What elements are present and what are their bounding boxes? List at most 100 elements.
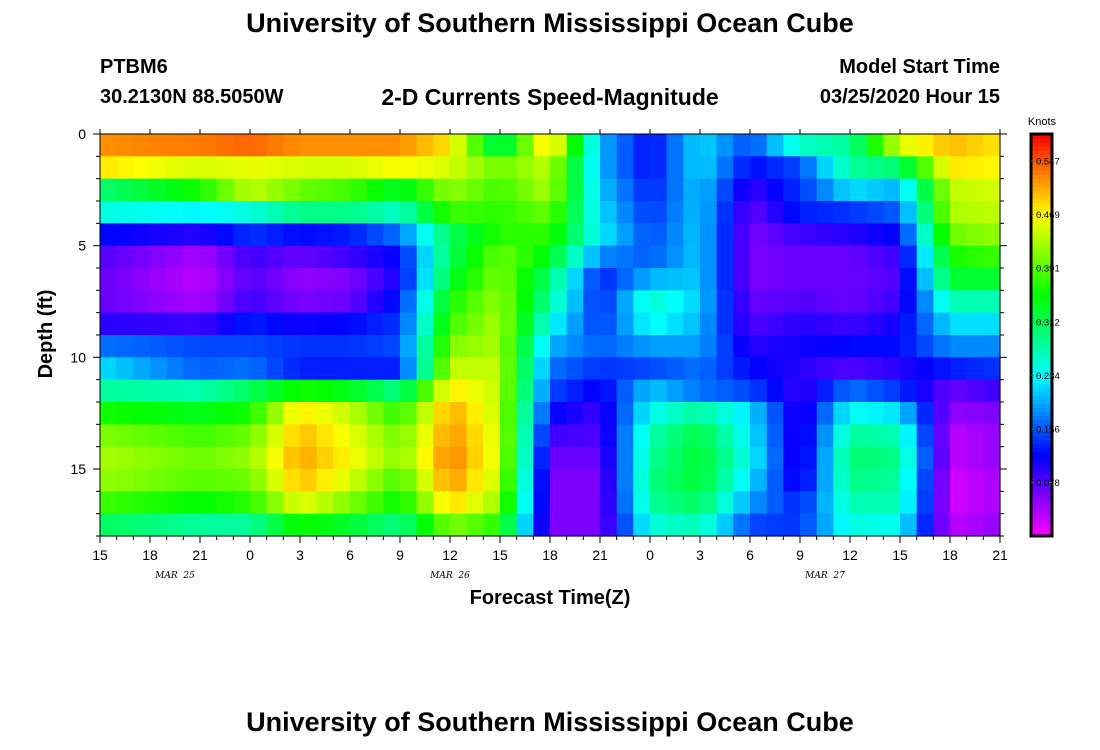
heatmap-cell	[600, 335, 618, 358]
heatmap-cell	[983, 424, 1001, 448]
heatmap-cell	[950, 357, 968, 381]
heatmap-cell	[166, 446, 184, 470]
heatmap-cell	[316, 335, 334, 358]
heatmap-cell	[333, 156, 351, 180]
heatmap-cell	[666, 469, 684, 492]
heatmap-cell	[383, 156, 401, 180]
heatmap-cell	[866, 178, 884, 202]
heatmap-cell	[850, 290, 868, 314]
heatmap-cell	[650, 201, 668, 224]
colorbar-segment	[1031, 234, 1052, 240]
heatmap-cell	[733, 513, 751, 537]
heatmap-cell	[833, 469, 851, 492]
colorbar-tick-label: 0.156	[1036, 424, 1060, 435]
heatmap-cell	[866, 357, 884, 381]
heatmap-cell	[250, 245, 268, 269]
heatmap-cell	[766, 156, 784, 180]
heatmap-cell	[933, 245, 951, 269]
heatmap-cell	[483, 223, 501, 247]
colorbar-segment	[1031, 182, 1052, 187]
heatmap-cell	[683, 335, 701, 358]
heatmap-cell	[950, 513, 968, 537]
heatmap-cell	[166, 379, 184, 403]
heatmap-cell	[416, 469, 434, 492]
heatmap-cell	[166, 201, 184, 224]
heatmap-cell	[733, 379, 751, 403]
heatmap-cell	[100, 268, 118, 291]
heatmap-cell	[466, 379, 484, 403]
heatmap-cell	[700, 402, 718, 425]
heatmap-cell	[650, 156, 668, 180]
heatmap-cell	[833, 379, 851, 403]
heatmap-cell	[750, 513, 768, 537]
heatmap-cell	[516, 290, 534, 314]
heatmap-cell	[966, 513, 984, 537]
heatmap-cell	[233, 245, 251, 269]
heatmap-cell	[566, 513, 584, 537]
heatmap-cell	[266, 290, 284, 314]
heatmap-cell	[833, 290, 851, 314]
heatmap-cell	[616, 156, 634, 180]
heatmap-cell	[433, 379, 451, 403]
heatmap-cell	[166, 134, 184, 157]
heatmap-cell	[850, 491, 868, 515]
colorbar-segment	[1031, 403, 1052, 408]
colorbar-segment	[1031, 363, 1052, 368]
heatmap-cell	[833, 335, 851, 358]
heatmap-cell	[433, 245, 451, 269]
heatmap-cell	[583, 402, 601, 425]
heatmap-cell	[283, 379, 301, 403]
heatmap-cell	[450, 491, 468, 515]
heatmap-cell	[683, 134, 701, 157]
heatmap-cell	[200, 178, 218, 202]
heatmap-cell	[216, 379, 234, 403]
heatmap-cell	[116, 201, 134, 224]
heatmap-cell	[916, 446, 934, 470]
heatmap-cell	[550, 357, 568, 381]
heatmap-cell	[183, 268, 201, 291]
heatmap-cell	[900, 469, 918, 492]
heatmap-cell	[900, 312, 918, 336]
heatmap-cell	[716, 513, 734, 537]
heatmap-cell	[816, 178, 834, 202]
heatmap-cell	[600, 446, 618, 470]
colorbar-segment	[1031, 491, 1052, 497]
heatmap-cell	[616, 134, 634, 157]
heatmap-cell	[916, 513, 934, 537]
heatmap-cell	[316, 156, 334, 180]
heatmap-cell	[983, 379, 1001, 403]
heatmap-cell	[516, 134, 534, 157]
colorbar-segment	[1031, 435, 1052, 441]
heatmap-cell	[366, 178, 384, 202]
heatmap-cell	[983, 357, 1001, 381]
heatmap-cell	[600, 178, 618, 202]
x-tick-label: 3	[696, 547, 704, 563]
footer-title: University of Southern Mississippi Ocean…	[246, 707, 854, 737]
heatmap-cell	[216, 335, 234, 358]
heatmap-cell	[133, 268, 151, 291]
heatmap-cell	[250, 134, 268, 157]
heatmap-cell	[533, 335, 551, 358]
heatmap-cell	[383, 223, 401, 247]
heatmap-cell	[266, 491, 284, 515]
heatmap-cell	[483, 268, 501, 291]
heatmap-cell	[783, 424, 801, 448]
heatmap-cell	[300, 201, 318, 224]
heatmap-cell	[716, 201, 734, 224]
heatmap-cell	[133, 335, 151, 358]
heatmap-cell	[783, 134, 801, 157]
heatmap-cell	[933, 513, 951, 537]
heatmap-cell	[466, 402, 484, 425]
heatmap-cell	[333, 335, 351, 358]
heatmap-cell	[233, 178, 251, 202]
heatmap-cell	[916, 268, 934, 291]
date-label: MAR 25	[154, 571, 195, 581]
heatmap-cell	[200, 134, 218, 157]
heatmap-cell	[150, 335, 168, 358]
heatmap-cell	[666, 491, 684, 515]
heatmap-cell	[500, 469, 518, 492]
heatmap-cell	[533, 469, 551, 492]
heatmap-cell	[633, 245, 651, 269]
heatmap-cell	[366, 134, 384, 157]
heatmap-cell	[866, 469, 884, 492]
